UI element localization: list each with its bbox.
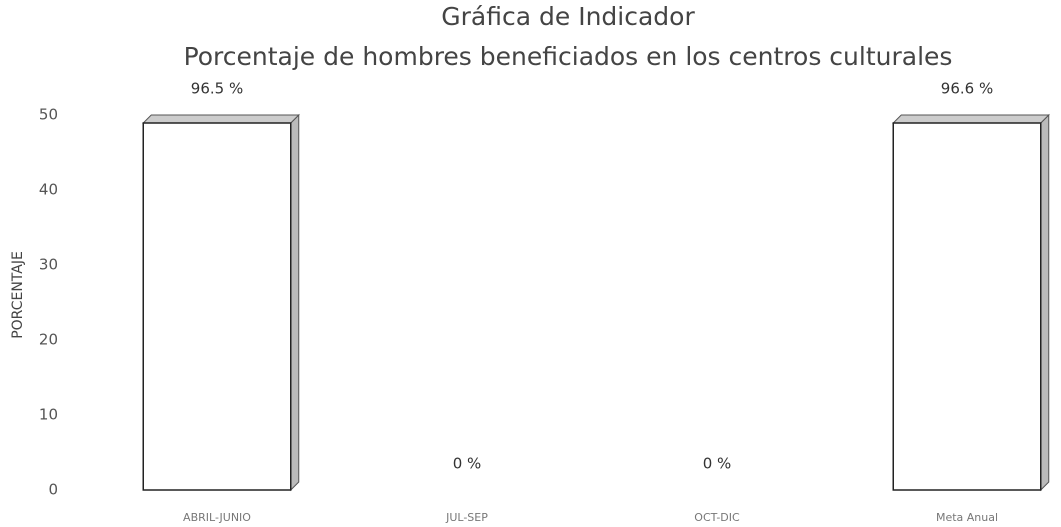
- bar-side: [1040, 113, 1050, 492]
- bar-top: [142, 114, 300, 124]
- x-tick-label: OCT-DIC: [694, 511, 740, 524]
- chart-title: Gráfica de Indicador: [441, 2, 695, 31]
- x-tick-label: ABRIL-JUNIO: [183, 511, 251, 524]
- bar: [892, 122, 1042, 491]
- x-tick-label: Meta Anual: [936, 511, 998, 524]
- bar-side: [290, 113, 300, 492]
- y-tick-label: 30: [39, 256, 58, 274]
- bar: [142, 122, 292, 491]
- bar-top: [892, 114, 1050, 124]
- value-label: 0 %: [703, 455, 732, 473]
- chart-subtitle: Porcentaje de hombres beneficiados en lo…: [184, 42, 953, 71]
- y-tick-label: 40: [39, 181, 58, 199]
- y-tick-label: 0: [48, 481, 58, 499]
- value-label: 96.6 %: [941, 80, 993, 98]
- y-tick-label: 10: [39, 406, 58, 424]
- value-label: 96.5 %: [191, 80, 243, 98]
- y-tick-label: 50: [39, 106, 58, 124]
- y-axis-label: PORCENTAJE: [10, 251, 26, 339]
- value-label: 0 %: [453, 455, 482, 473]
- x-tick-label: JUL-SEP: [445, 511, 488, 524]
- y-tick-label: 20: [39, 331, 58, 349]
